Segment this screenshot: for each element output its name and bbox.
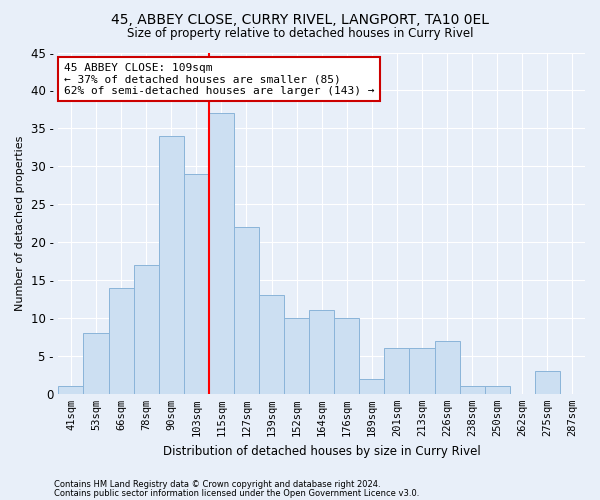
Text: Contains public sector information licensed under the Open Government Licence v3: Contains public sector information licen… <box>54 488 419 498</box>
Bar <box>359 378 385 394</box>
Bar <box>434 340 460 394</box>
Bar <box>234 227 259 394</box>
Bar <box>209 113 234 394</box>
Bar <box>184 174 209 394</box>
Text: 45, ABBEY CLOSE, CURRY RIVEL, LANGPORT, TA10 0EL: 45, ABBEY CLOSE, CURRY RIVEL, LANGPORT, … <box>111 12 489 26</box>
Y-axis label: Number of detached properties: Number of detached properties <box>15 136 25 311</box>
Bar <box>309 310 334 394</box>
Text: 45 ABBEY CLOSE: 109sqm
← 37% of detached houses are smaller (85)
62% of semi-det: 45 ABBEY CLOSE: 109sqm ← 37% of detached… <box>64 62 374 96</box>
Bar <box>284 318 309 394</box>
Bar <box>535 371 560 394</box>
Bar <box>58 386 83 394</box>
Bar <box>460 386 485 394</box>
Bar <box>134 265 159 394</box>
Bar <box>409 348 434 394</box>
Bar <box>259 295 284 394</box>
Bar <box>83 333 109 394</box>
Bar <box>159 136 184 394</box>
Bar <box>385 348 409 394</box>
Text: Size of property relative to detached houses in Curry Rivel: Size of property relative to detached ho… <box>127 28 473 40</box>
Bar <box>334 318 359 394</box>
X-axis label: Distribution of detached houses by size in Curry Rivel: Distribution of detached houses by size … <box>163 444 481 458</box>
Text: Contains HM Land Registry data © Crown copyright and database right 2024.: Contains HM Land Registry data © Crown c… <box>54 480 380 489</box>
Bar <box>485 386 510 394</box>
Bar <box>109 288 134 394</box>
